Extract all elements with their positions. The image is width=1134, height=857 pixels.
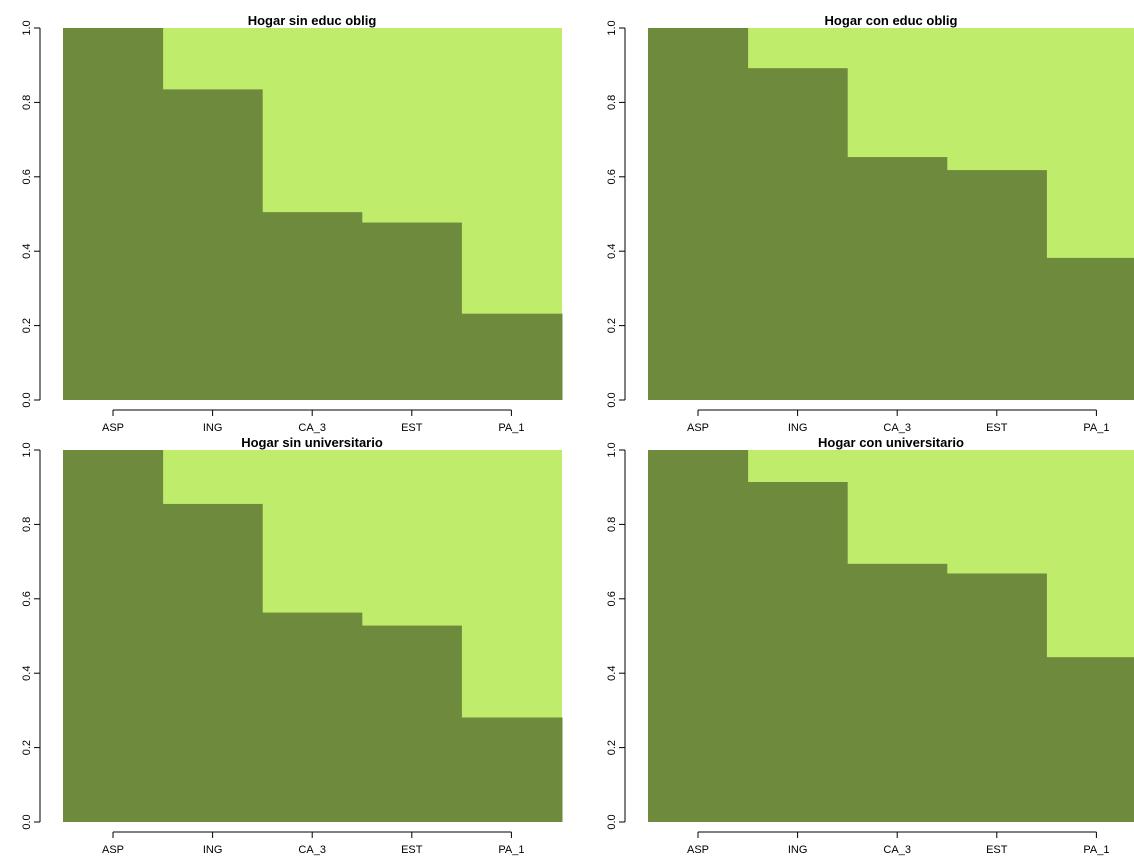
x-tick-label: ING <box>788 422 808 434</box>
x-tick-label: CA_3 <box>298 844 326 856</box>
x-tick-label: PA_1 <box>498 422 524 434</box>
x-tick-label: PA_1 <box>1083 844 1109 856</box>
bar-asp <box>63 450 164 822</box>
y-tick-label: 0.0 <box>606 814 618 829</box>
chart-panel: Hogar sin educ oblig 0.0 0.2 0.4 0.6 0.8 1.0 AS… <box>21 13 563 434</box>
x-tick-label: ING <box>788 844 808 856</box>
bar-ing <box>747 481 848 822</box>
y-tick-label: 0.8 <box>21 95 33 110</box>
x-tick-label: ING <box>203 422 223 434</box>
x-tick-label: ASP <box>102 422 124 434</box>
y-tick-label: 1.0 <box>606 20 618 35</box>
chart-panel: Hogar con universitario 0.0 0.2 0.4 0.6 0.8 1.… <box>606 435 1134 856</box>
y-tick-label: 0.0 <box>606 392 618 407</box>
bar-asp <box>648 450 749 822</box>
bar-pa-1 <box>461 313 563 400</box>
y-tick-label: 0.4 <box>21 666 33 681</box>
y-tick-label: 0.4 <box>606 244 618 259</box>
bar-est <box>361 625 462 822</box>
chart-title: Hogar con universitario <box>818 435 964 450</box>
x-tick-label: EST <box>401 844 423 856</box>
x-tick-label: EST <box>986 422 1008 434</box>
bar-ca-3 <box>262 612 363 822</box>
bar-ca-3 <box>847 157 948 400</box>
chart-panel: Hogar sin universitario 0.0 0.2 0.4 0.6 0.8 1.… <box>21 435 563 856</box>
y-tick-label: 0.2 <box>21 740 33 755</box>
y-tick-label: 0.6 <box>606 169 618 184</box>
x-tick-label: PA_1 <box>498 844 524 856</box>
y-tick-label: 0.4 <box>21 244 33 259</box>
bar-est <box>361 222 462 400</box>
y-tick-label: 0.8 <box>606 517 618 532</box>
x-tick-label: ASP <box>687 422 709 434</box>
y-tick-label: 0.8 <box>21 517 33 532</box>
x-tick-label: PA_1 <box>1083 422 1109 434</box>
y-tick-label: 0.6 <box>606 591 618 606</box>
y-tick-label: 0.6 <box>21 591 33 606</box>
x-tick-label: EST <box>986 844 1008 856</box>
bar-asp <box>648 28 749 400</box>
bar-ca-3 <box>847 563 948 822</box>
x-tick-label: ING <box>203 844 223 856</box>
y-tick-label: 0.0 <box>21 814 33 829</box>
chart-title: Hogar sin educ oblig <box>248 13 377 28</box>
bar-ing <box>162 89 263 400</box>
x-tick-label: CA_3 <box>883 844 911 856</box>
chart-title: Hogar sin universitario <box>241 435 383 450</box>
bar-ing <box>162 503 263 822</box>
bar-est <box>946 573 1047 822</box>
x-tick-label: ASP <box>102 844 124 856</box>
x-tick-label: CA_3 <box>298 422 326 434</box>
bar-pa-1 <box>461 717 563 822</box>
bar-ing <box>747 68 848 401</box>
y-tick-label: 0.2 <box>606 318 618 333</box>
y-tick-label: 1.0 <box>606 442 618 457</box>
y-tick-label: 0.2 <box>21 318 33 333</box>
bar-ca-3 <box>262 212 363 400</box>
y-tick-label: 0.6 <box>21 169 33 184</box>
y-tick-label: 1.0 <box>21 20 33 35</box>
chart-panel: Hogar con educ oblig 0.0 0.2 0.4 0.6 0.8 1.0 AS… <box>606 13 1134 434</box>
y-tick-label: 1.0 <box>21 442 33 457</box>
chart-title: Hogar con educ oblig <box>825 13 958 28</box>
x-tick-label: EST <box>401 422 423 434</box>
y-tick-label: 0.2 <box>606 740 618 755</box>
x-tick-label: ASP <box>687 844 709 856</box>
y-tick-label: 0.4 <box>606 666 618 681</box>
bar-asp <box>63 28 164 400</box>
y-tick-label: 0.8 <box>606 95 618 110</box>
y-tick-label: 0.0 <box>21 392 33 407</box>
bar-pa-1 <box>1046 657 1134 822</box>
x-tick-label: CA_3 <box>883 422 911 434</box>
bar-est <box>946 170 1047 400</box>
bar-pa-1 <box>1046 257 1134 400</box>
